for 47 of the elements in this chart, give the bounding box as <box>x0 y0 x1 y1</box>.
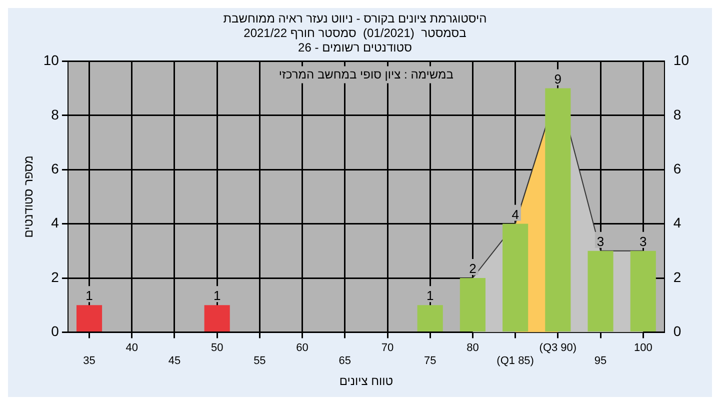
text: בסמסטר (01/2021) סמסטר חורף 2021/22 <box>244 26 466 40</box>
y-tick-label: 10 <box>43 52 60 68</box>
data-label: 1 <box>213 288 221 304</box>
x-tick-label: 45 <box>168 355 181 368</box>
bar <box>588 250 614 332</box>
y-tick-label: 2 <box>51 268 60 285</box>
x-tick-label: 40 <box>126 342 138 354</box>
x-tick-label: 50 <box>210 342 224 354</box>
y2-tick-label: 6 <box>673 160 682 176</box>
data-label: 1 <box>426 288 434 304</box>
data-label: 2 <box>469 261 476 276</box>
x-tick-label: 100 <box>634 342 652 354</box>
x-tick-label: 55 <box>254 355 266 368</box>
text: סטודנטים רשומים - 26 <box>298 40 412 54</box>
data-label: 9 <box>554 71 562 86</box>
data-label: 3 <box>640 234 647 249</box>
bar <box>502 224 528 332</box>
data-label: 4 <box>512 206 519 222</box>
x-tick-label: 60 <box>296 342 308 354</box>
y-tick-label: 0 <box>51 323 60 340</box>
x-tick-label: 65 <box>338 355 352 368</box>
bar <box>204 305 230 332</box>
y2-tick-label: 10 <box>673 52 690 68</box>
x-tick-label: 70 <box>381 342 394 354</box>
x-axis-title: טווח ציונים <box>339 374 394 388</box>
y-axis-title: מספר סטודנטים <box>22 156 36 238</box>
y2-tick-label: 4 <box>673 214 682 231</box>
x-tick-label: (Q1 85) <box>496 355 534 368</box>
data-label: 1 <box>86 288 93 304</box>
x-tick-label: 35 <box>83 355 96 368</box>
x-tick-label: 80 <box>466 342 479 354</box>
bar <box>417 305 443 332</box>
y-tick-label: 8 <box>51 106 60 122</box>
data-label: 3 <box>596 234 604 249</box>
text: היסטוגרמת ציונים בקורס - ניווט נעזר ראיה ממוחשבת <box>223 12 487 26</box>
x-tick-label: (Q3 90) <box>539 342 577 354</box>
bar <box>460 278 486 332</box>
bar <box>630 250 656 332</box>
y-tick-label: 4 <box>51 214 60 231</box>
x-tick-label: 75 <box>424 355 436 368</box>
y2-tick-label: 8 <box>673 106 682 122</box>
annotation: במשימה : ציון סופי במחשב המרכזי <box>278 68 454 82</box>
bar <box>76 305 102 332</box>
y2-tick-label: 0 <box>673 323 682 340</box>
y-tick-label: 6 <box>51 160 60 176</box>
y2-tick-label: 2 <box>673 268 682 285</box>
x-tick-label: 95 <box>594 355 607 368</box>
